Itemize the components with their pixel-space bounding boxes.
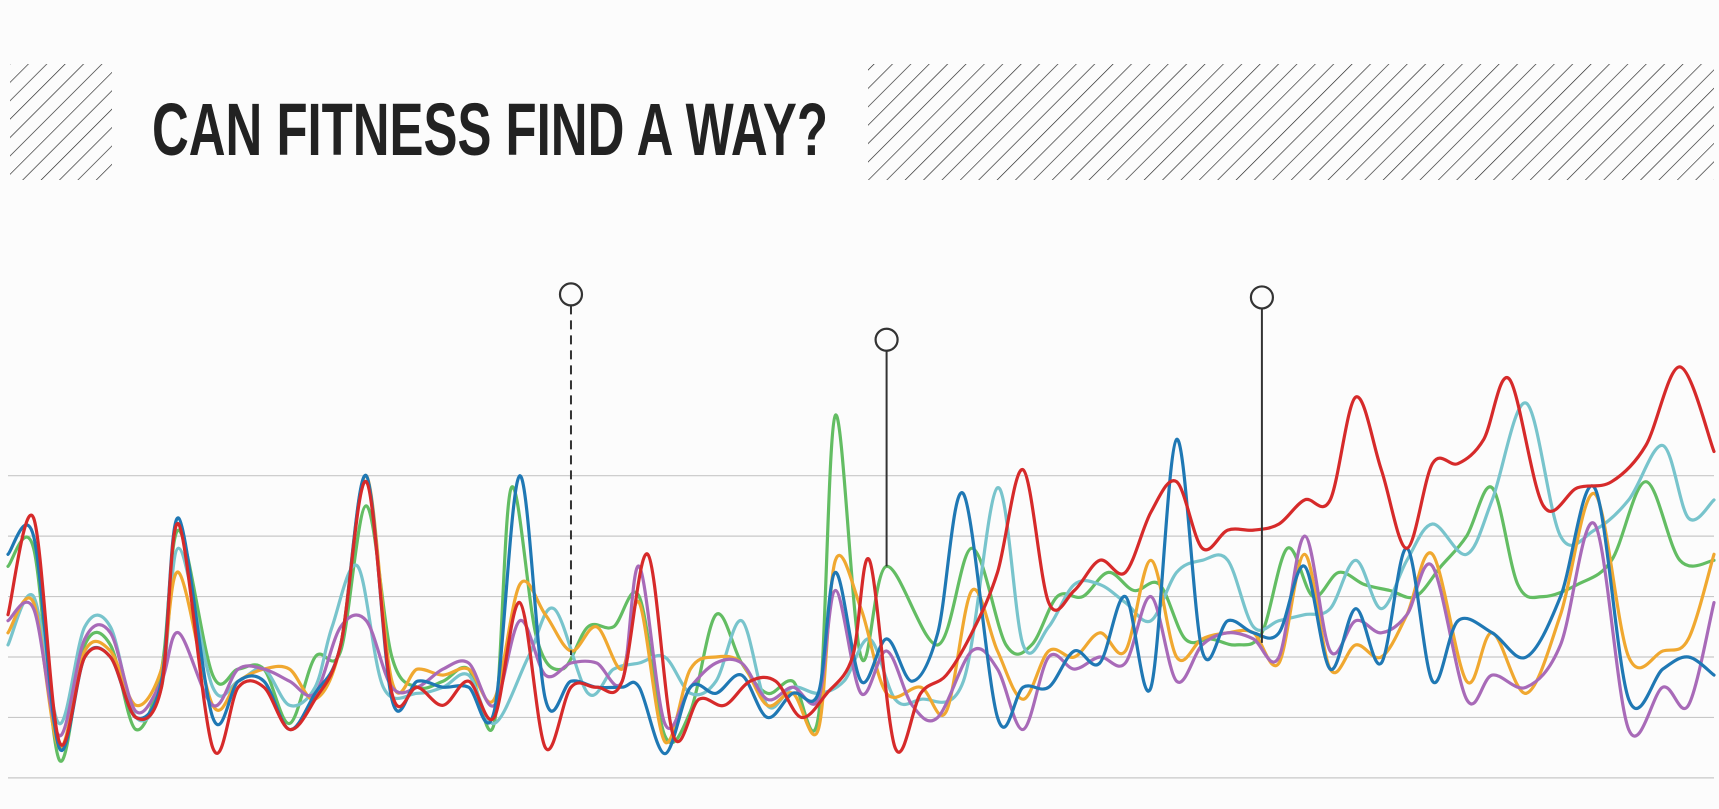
gridlines — [8, 475, 1714, 779]
series-line-3 — [6, 521, 1716, 738]
hatch-panel-right — [868, 64, 1714, 180]
annotation-marker-1 — [874, 327, 899, 352]
annotation-marker-2 — [1249, 285, 1275, 310]
series-line-2 — [6, 474, 1716, 750]
chart-title: CAN FITNESS FIND A WAY? — [152, 88, 828, 171]
annotation-markers — [558, 282, 1275, 655]
series-lines — [6, 365, 1716, 763]
series-line-5 — [6, 365, 1716, 755]
hatch-panel-left — [10, 64, 112, 180]
annotation-marker-0 — [558, 282, 584, 307]
